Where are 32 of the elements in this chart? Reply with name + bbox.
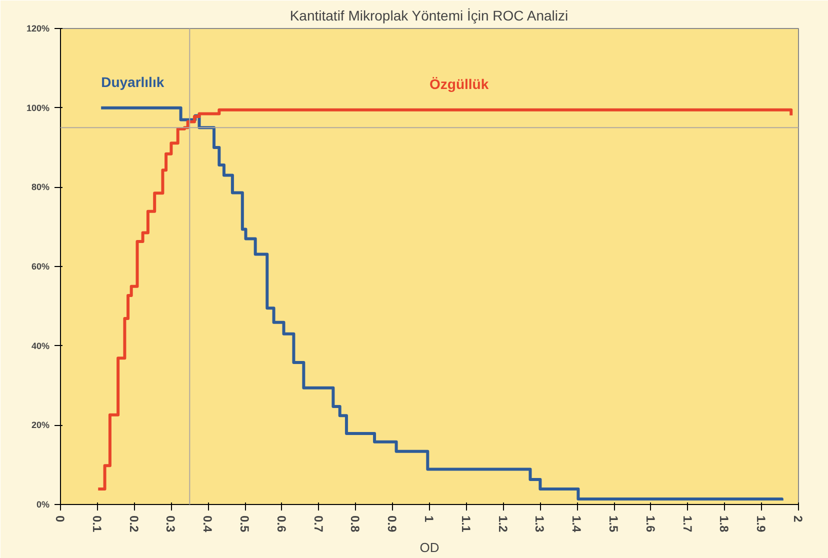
y-tick-label: 80% xyxy=(31,182,50,192)
x-tick-label: 1.4 xyxy=(570,516,584,533)
series-label: Özgüllük xyxy=(430,76,489,92)
x-tick-label: 1.9 xyxy=(754,516,768,533)
x-tick-label: 0.2 xyxy=(126,516,141,533)
x-tick-label: 2 xyxy=(791,516,805,522)
x-tick-label: 0.4 xyxy=(200,516,215,533)
y-tick-label: 100% xyxy=(26,102,50,113)
x-tick-label: 0.3 xyxy=(164,516,178,533)
y-tick-label: 60% xyxy=(31,262,50,272)
x-tick-label: 1.5 xyxy=(606,516,620,533)
x-tick-label: 1.7 xyxy=(680,516,694,533)
x-tick-label: 0.9 xyxy=(385,516,400,533)
x-tick-label: 1.3 xyxy=(532,516,547,533)
x-axis-title: OD xyxy=(420,540,440,556)
x-tick-label: 1.1 xyxy=(458,516,473,533)
x-tick-label: 0.5 xyxy=(238,516,252,533)
chart-title: Kantitatif Mikroplak Yöntemi İçin ROC Analizi xyxy=(290,8,568,24)
y-tick-label: 40% xyxy=(31,340,50,351)
x-tick-label: 1.8 xyxy=(717,516,732,533)
y-tick-label: 120% xyxy=(26,24,50,34)
x-tick-label: 1.2 xyxy=(496,516,510,533)
x-tick-label: 1.6 xyxy=(643,516,658,533)
y-tick-label: 0% xyxy=(36,500,50,510)
x-tick-label: 0.7 xyxy=(311,516,326,533)
y-tick-label: 20% xyxy=(31,420,50,430)
x-tick-label: 0.6 xyxy=(274,516,288,533)
x-tick-label: 0.1 xyxy=(90,516,104,533)
series-label: Duyarlılık xyxy=(101,74,164,90)
x-tick-label: 0.8 xyxy=(348,516,362,533)
x-tick-label: 1 xyxy=(422,516,436,522)
x-tick-label: 0 xyxy=(53,516,67,522)
